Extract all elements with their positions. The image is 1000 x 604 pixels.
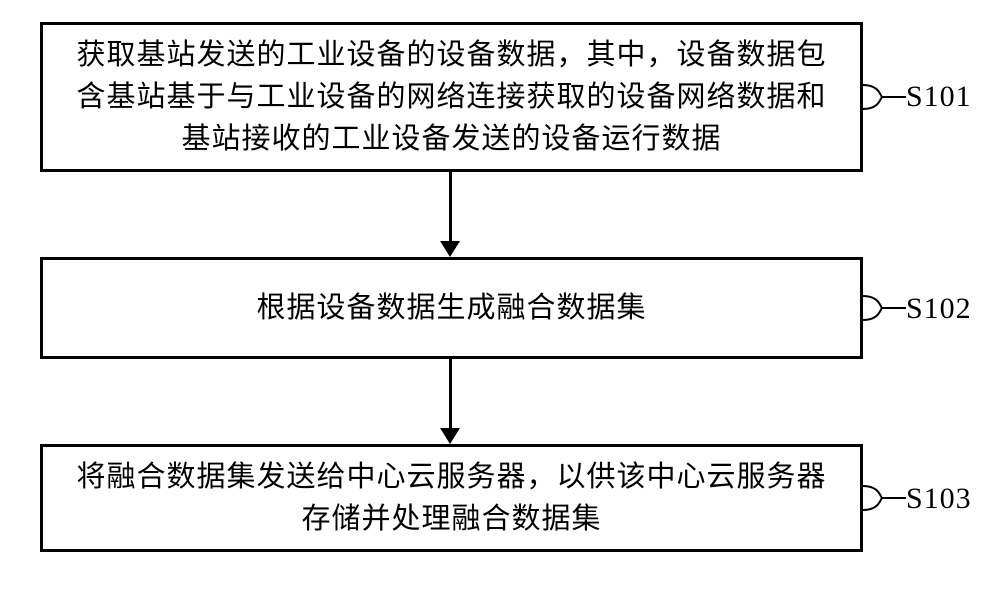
- flow-step-text: 将融合数据集发送给中心云服务器，以供该中心云服务器存储并处理融合数据集: [63, 456, 840, 540]
- flow-step-label: S101: [906, 80, 972, 114]
- label-connector: [863, 483, 906, 513]
- flow-arrow-line: [449, 172, 452, 243]
- flow-step-s102: 根据设备数据生成融合数据集: [40, 257, 863, 359]
- flow-step-label: S102: [906, 292, 972, 326]
- flow-arrow-line: [449, 359, 452, 430]
- flow-step-text: 获取基站发送的工业设备的设备数据，其中，设备数据包含基站基于与工业设备的网络连接…: [63, 34, 840, 160]
- label-connector: [863, 82, 906, 112]
- flow-step-s103: 将融合数据集发送给中心云服务器，以供该中心云服务器存储并处理融合数据集: [40, 444, 863, 552]
- flowchart-canvas: 获取基站发送的工业设备的设备数据，其中，设备数据包含基站基于与工业设备的网络连接…: [0, 0, 1000, 604]
- flow-step-label: S103: [906, 482, 972, 516]
- flow-step-s101: 获取基站发送的工业设备的设备数据，其中，设备数据包含基站基于与工业设备的网络连接…: [40, 22, 863, 172]
- flow-step-text: 根据设备数据生成融合数据集: [256, 287, 646, 329]
- flow-arrow-head: [440, 428, 460, 444]
- label-connector: [863, 293, 906, 323]
- flow-arrow-head: [440, 241, 460, 257]
